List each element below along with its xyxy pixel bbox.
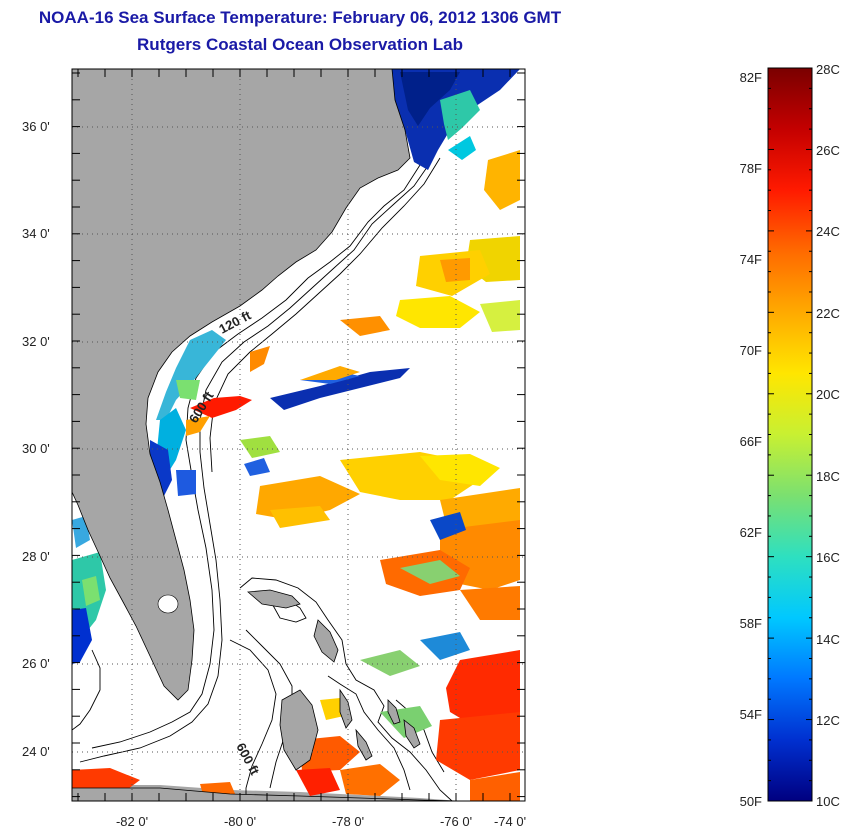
colorbar-f-label: 78F [740, 161, 762, 176]
map-title: NOAA-16 Sea Surface Temperature: Februar… [38, 8, 562, 27]
lon-label: -76 0' [440, 814, 472, 829]
latitude-labels: 36 0' 34 0' 32 0' 30 0' 28 0' 26 0' 24 0… [22, 119, 50, 759]
map-ticks [72, 69, 525, 801]
colorbar-c-label: 12C [816, 713, 840, 728]
colorbar-c-label: 28C [816, 62, 840, 77]
colorbar-f-label: 50F [740, 794, 762, 809]
lon-label: -74 0' [494, 814, 526, 829]
colorbar-c-label: 24C [816, 224, 840, 239]
lat-label: 34 0' [22, 226, 50, 241]
colorbar-f-label: 66F [740, 434, 762, 449]
lon-label: -82 0' [116, 814, 148, 829]
colorbar-gradient [767, 67, 813, 802]
colorbar-c-label: 22C [816, 306, 840, 321]
lon-label: -80 0' [224, 814, 256, 829]
colorbar-f-label: 58F [740, 616, 762, 631]
land-overlay [72, 69, 461, 801]
colorbar-f-label: 82F [740, 70, 762, 85]
colorbar-f-label: 74F [740, 252, 762, 267]
colorbar-c-label: 20C [816, 387, 840, 402]
colorbar-c-label: 16C [816, 550, 840, 565]
colorbar-f-label: 54F [740, 707, 762, 722]
colorbar-fahrenheit-labels: 82F 78F 74F 70F 66F 62F 58F 54F 50F [740, 70, 762, 809]
colorbar: 82F 78F 74F 70F 66F 62F 58F 54F 50F 28C … [740, 62, 840, 809]
lake-okeechobee-outline [157, 594, 179, 614]
map-subtitle: Rutgers Coastal Ocean Observation Lab [137, 35, 463, 54]
lat-label: 26 0' [22, 656, 50, 671]
colorbar-c-label: 10C [816, 794, 840, 809]
lat-label: 32 0' [22, 334, 50, 349]
colorbar-c-label: 18C [816, 469, 840, 484]
map-plot-area: 120 ft 600 ft 600 ft [72, 69, 525, 801]
colorbar-c-label: 14C [816, 632, 840, 647]
colorbar-ticks [768, 67, 812, 802]
lat-label: 24 0' [22, 744, 50, 759]
lat-label: 30 0' [22, 441, 50, 456]
lon-label: -78 0' [332, 814, 364, 829]
longitude-labels: -82 0' -80 0' -78 0' -76 0' -74 0' [116, 814, 526, 829]
lat-label: 28 0' [22, 549, 50, 564]
map-frame [71, 68, 526, 802]
lat-label: 36 0' [22, 119, 50, 134]
colorbar-c-label: 26C [816, 143, 840, 158]
colorbar-celsius-labels: 28C 26C 24C 22C 20C 18C 16C 14C 12C 10C [816, 62, 840, 809]
colorbar-f-label: 62F [740, 525, 762, 540]
colorbar-f-label: 70F [740, 343, 762, 358]
graticule [72, 69, 525, 801]
